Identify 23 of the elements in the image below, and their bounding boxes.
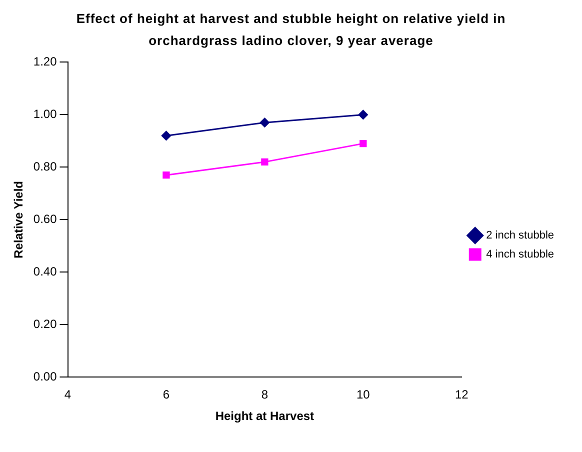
y-tick-label: 0.00 — [33, 370, 58, 384]
point — [162, 171, 170, 179]
y-tick-label: 0.60 — [33, 212, 58, 226]
point — [360, 140, 367, 148]
legend-label: 2 inch stubble — [486, 230, 554, 242]
x-tick-label: 8 — [261, 388, 268, 402]
x-tick-label: 12 — [454, 388, 469, 402]
y-tick-label: 1.20 — [33, 54, 58, 69]
x-tick-label: 4 — [64, 388, 72, 402]
point — [260, 118, 270, 128]
y-axis-title: Relative Yield — [12, 181, 26, 258]
y-tick-label: 0.20 — [33, 317, 58, 332]
point — [261, 158, 268, 166]
y-tick-label: 0.80 — [33, 160, 58, 174]
x-tick-label: 6 — [162, 388, 170, 402]
x-tick-label: 10 — [356, 388, 370, 402]
y-tick-label: 1.00 — [33, 107, 58, 122]
point — [161, 130, 171, 140]
chart-title: Effect of height at harvest and stubble height on relative yield in orchardgrass ladino clover, 9 year average — [75, 10, 507, 50]
y-tick-label: 0.40 — [33, 264, 58, 279]
legend-label: 4 inch stubble — [486, 248, 554, 261]
x-axis-title: Height at Harvest — [215, 409, 314, 424]
point — [358, 110, 368, 120]
